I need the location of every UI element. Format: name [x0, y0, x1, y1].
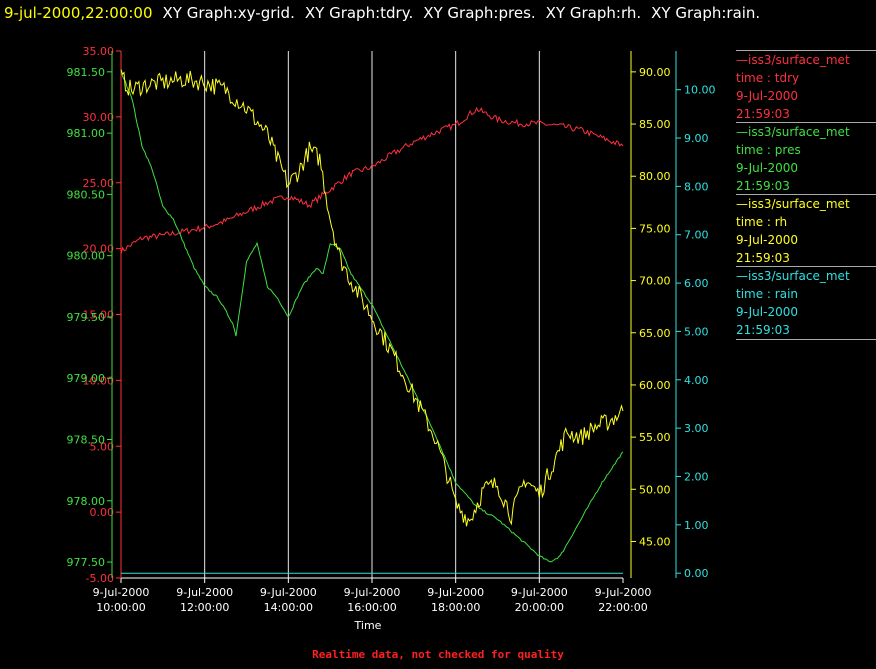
legend-date: 9-Jul-2000 — [736, 233, 798, 247]
y-tick-label-rain: 3.00 — [684, 422, 709, 435]
header-title-rh[interactable]: XY Graph:rh. — [545, 4, 642, 22]
x-axis-label: Time — [354, 619, 382, 632]
y-tick-label-rain: 2.00 — [684, 470, 709, 483]
legend-rule — [736, 266, 876, 267]
y-tick-label-tdry: 10.00 — [83, 374, 115, 387]
x-tick-label-date: 9-Jul-2000 — [260, 586, 317, 599]
x-tick-label-time: 18:00:00 — [431, 601, 480, 614]
x-tick-label-date: 9-Jul-2000 — [344, 586, 401, 599]
legend-date: 9-Jul-2000 — [736, 89, 798, 103]
y-tick-label-rh: 75.00 — [639, 222, 671, 235]
legend-tdry: —iss3/surface_met time : tdry 9-Jul-2000… — [736, 50, 876, 123]
legend-time: 21:59:03 — [736, 251, 790, 265]
y-tick-label-rh: 50.00 — [639, 483, 671, 496]
y-tick-label-tdry: 30.00 — [83, 111, 115, 124]
x-tick-label-time: 10:00:00 — [96, 601, 145, 614]
legend-date: 9-Jul-2000 — [736, 161, 798, 175]
y-tick-label-rh: 60.00 — [639, 379, 671, 392]
y-tick-label-pres: 980.50 — [67, 188, 106, 201]
header-timestamp: 9-jul-2000,22:00:00 — [4, 4, 153, 22]
legend-pres: —iss3/surface_met time : pres 9-Jul-2000… — [736, 122, 876, 195]
y-tick-label-tdry: 15.00 — [83, 309, 115, 322]
legend-date: 9-Jul-2000 — [736, 305, 798, 319]
y-tick-label-tdry: 25.00 — [83, 177, 115, 190]
quality-notice: Realtime data, not checked for quality — [312, 648, 564, 661]
legend-variable: time : tdry — [736, 71, 800, 85]
series-line-pres — [120, 70, 624, 563]
legend-source: —iss3/surface_met — [736, 197, 850, 211]
y-tick-label-tdry: 20.00 — [83, 243, 115, 256]
header-title-rain[interactable]: XY Graph:rain. — [651, 4, 761, 22]
legend-rule — [736, 122, 876, 123]
y-tick-label-pres: 980.00 — [67, 250, 106, 263]
y-tick-label-tdry: 35.00 — [83, 45, 115, 58]
y-tick-label-rain: 4.00 — [684, 374, 709, 387]
y-tick-label-rh: 65.00 — [639, 327, 671, 340]
y-tick-label-tdry: 0.00 — [90, 506, 115, 519]
header-title-pres[interactable]: XY Graph:pres. — [423, 4, 536, 22]
series-line-tdry — [120, 106, 624, 255]
x-tick-label-time: 22:00:00 — [598, 601, 647, 614]
legend-source: —iss3/surface_met — [736, 53, 850, 67]
y-tick-label-rain: 5.00 — [684, 325, 709, 338]
legend-source: —iss3/surface_met — [736, 125, 850, 139]
y-tick-label-pres: 979.00 — [67, 372, 106, 385]
y-tick-label-rh: 55.00 — [639, 431, 671, 444]
legend-rule — [736, 50, 876, 51]
series-line-rh — [120, 69, 624, 527]
x-tick-label-date: 9-Jul-2000 — [176, 586, 233, 599]
x-tick-label-date: 9-Jul-2000 — [595, 586, 652, 599]
x-tick-label-time: 20:00:00 — [515, 601, 564, 614]
x-tick-label-time: 16:00:00 — [347, 601, 396, 614]
legend-time: 21:59:03 — [736, 107, 790, 121]
x-tick-label-time: 12:00:00 — [180, 601, 229, 614]
legend-time: 21:59:03 — [736, 179, 790, 193]
legend-variable: time : pres — [736, 143, 801, 157]
y-tick-label-rain: 7.00 — [684, 229, 709, 242]
y-tick-label-pres: 978.50 — [67, 434, 106, 447]
legend-bottom-rule — [736, 339, 876, 340]
y-tick-label-rain: 9.00 — [684, 132, 709, 145]
y-tick-label-pres: 981.00 — [67, 127, 106, 140]
legend-variable: time : rain — [736, 287, 799, 301]
header-title-tdry[interactable]: XY Graph:tdry. — [304, 4, 414, 22]
legend-variable: time : rh — [736, 215, 788, 229]
y-tick-label-pres: 978.00 — [67, 495, 106, 508]
x-tick-label-date: 9-Jul-2000 — [427, 586, 484, 599]
legend-time: 21:59:03 — [736, 323, 790, 337]
y-tick-label-rain: 1.00 — [684, 519, 709, 532]
legend-rule — [736, 194, 876, 195]
y-tick-label-rh: 80.00 — [639, 170, 671, 183]
y-tick-label-pres: 981.50 — [67, 66, 106, 79]
y-tick-label-pres: 979.50 — [67, 311, 106, 324]
y-tick-label-rh: 45.00 — [639, 535, 671, 548]
header: 9-jul-2000,22:00:00 XY Graph:xy-grid. XY G… — [4, 2, 770, 24]
x-tick-label-date: 9-Jul-2000 — [93, 586, 150, 599]
y-tick-label-pres: 977.50 — [67, 556, 106, 569]
y-tick-label-tdry: -5.00 — [86, 572, 114, 585]
x-tick-label-date: 9-Jul-2000 — [511, 586, 568, 599]
y-tick-label-rain: 0.00 — [684, 567, 709, 580]
y-tick-label-rain: 6.00 — [684, 277, 709, 290]
y-tick-label-rain: 8.00 — [684, 180, 709, 193]
legend-source: —iss3/surface_met — [736, 269, 850, 283]
x-tick-label-time: 14:00:00 — [264, 601, 313, 614]
y-tick-label-tdry: 5.00 — [90, 440, 115, 453]
legend-rain: —iss3/surface_met time : rain 9-Jul-2000… — [736, 266, 876, 339]
header-title-grid[interactable]: XY Graph:xy-grid. — [162, 4, 295, 22]
legend-rh: —iss3/surface_met time : rh 9-Jul-2000 2… — [736, 194, 876, 267]
y-tick-label-rh: 85.00 — [639, 118, 671, 131]
y-tick-label-rain: 10.00 — [684, 84, 716, 97]
y-tick-label-rh: 70.00 — [639, 275, 671, 288]
y-tick-label-rh: 90.00 — [639, 66, 671, 79]
